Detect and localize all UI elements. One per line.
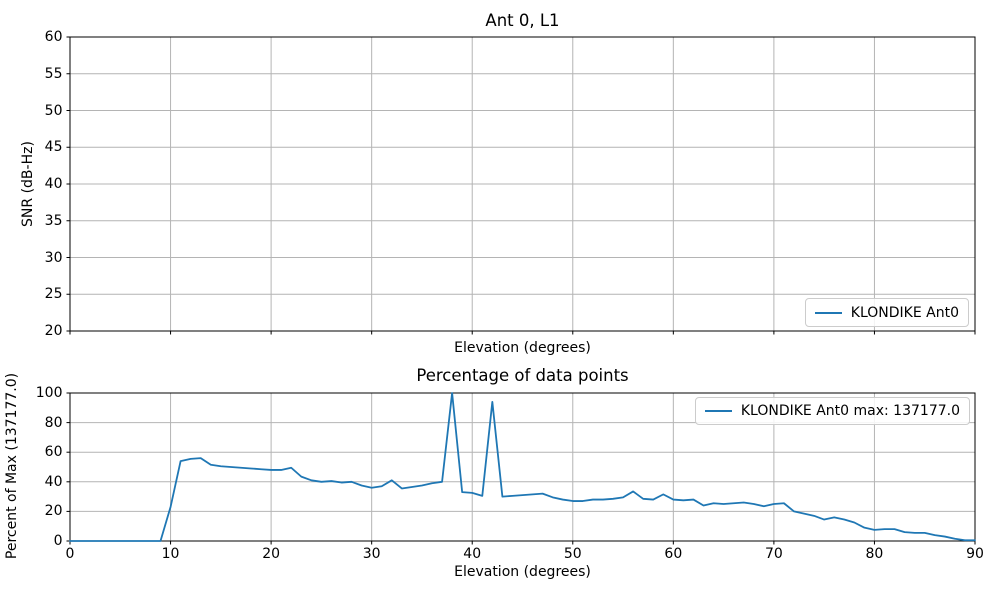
y-tick-label: 25 [44, 286, 63, 303]
x-tick-label: 80 [865, 546, 884, 562]
x-tick-label: 30 [362, 546, 381, 562]
top-legend: KLONDIKE Ant0 [804, 298, 969, 327]
y-tick-label: 20 [44, 323, 63, 339]
y-tick-label: 40 [44, 473, 63, 490]
x-tick-label: 20 [262, 546, 281, 562]
y-tick-label: 40 [44, 176, 63, 192]
y-tick-label: 80 [44, 414, 63, 431]
data-line [69, 392, 976, 542]
y-tick-label: 45 [44, 139, 63, 156]
x-tick-label: 40 [463, 546, 482, 562]
x-tick-label: 50 [563, 546, 582, 562]
y-tick-label: 50 [44, 102, 63, 119]
y-tick-label: 35 [44, 212, 63, 229]
bottom-x-axis-label: Elevation (degrees) [454, 564, 591, 580]
bottom-legend: KLONDIKE Ant0 max: 137177.0 [694, 397, 970, 425]
y-tick-label: 55 [44, 65, 63, 82]
x-tick-label: 0 [65, 546, 75, 562]
x-tick-label: 70 [764, 546, 783, 562]
bottom-axes [66, 392, 976, 545]
legend-line-swatch [704, 410, 732, 412]
y-tick-label: 100 [35, 385, 63, 401]
x-tick-label: 10 [161, 546, 180, 562]
y-tick-label: 20 [44, 503, 63, 520]
y-tick-label: 60 [44, 29, 63, 45]
x-tick-label: 60 [664, 546, 683, 562]
y-tick-label: 30 [44, 249, 63, 266]
x-tick-label: 90 [966, 546, 984, 562]
top-legend-label: KLONDIKE Ant0 [850, 304, 959, 321]
top-chart-title: Ant 0, L1 [485, 11, 560, 30]
bottom-legend-label: KLONDIKE Ant0 max: 137177.0 [740, 403, 960, 419]
axes-spine [69, 392, 976, 542]
bottom-chart-title: Percentage of data points [416, 366, 629, 385]
top-axes [66, 36, 976, 335]
legend-line-swatch [814, 311, 842, 314]
top-x-axis-label: Elevation (degrees) [454, 340, 591, 356]
y-tick-label: 0 [53, 533, 63, 549]
y-tick-label: 60 [44, 444, 63, 461]
